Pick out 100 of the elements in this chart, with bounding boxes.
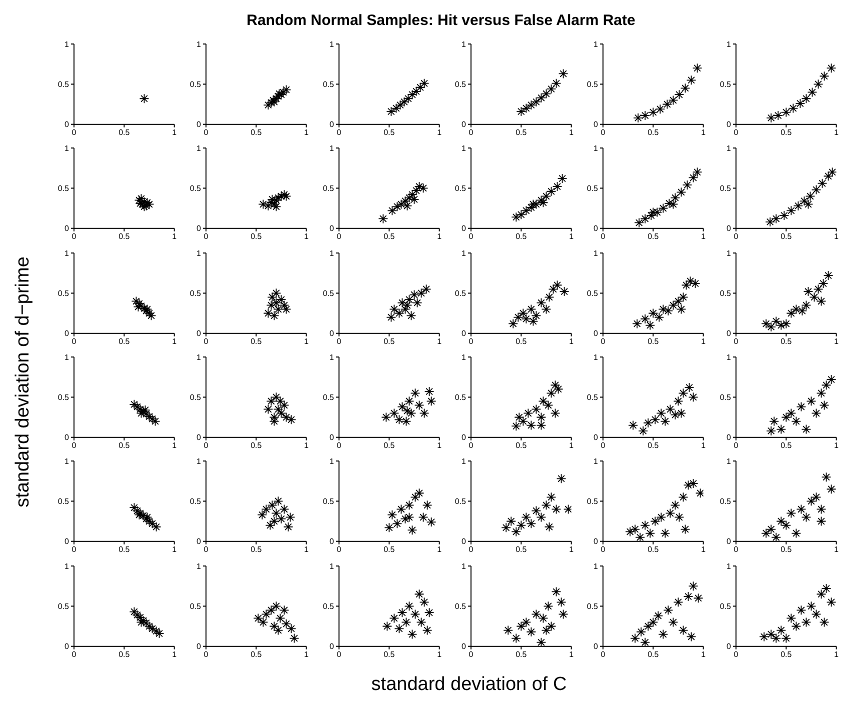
y-tick-label: 0: [329, 328, 334, 338]
y-tick-label: 1: [64, 561, 70, 570]
x-tick-label: 0: [601, 545, 606, 554]
y-tick-label: 0: [462, 224, 467, 234]
x-tick-label: 0: [468, 441, 474, 450]
x-tick-label: 1: [304, 232, 310, 242]
x-tick-label: 0.5: [383, 441, 395, 450]
y-tick-label: 0.5: [190, 602, 202, 611]
y-tick-label: 1: [329, 561, 334, 570]
x-tick-label: 1: [436, 232, 442, 242]
y-tick-label: 0: [462, 642, 467, 651]
x-tick-label: 0: [72, 232, 77, 242]
y-tick-label: 0.5: [587, 184, 599, 194]
y-tick-label: 1: [594, 248, 599, 258]
x-tick-label: 0.5: [780, 441, 792, 450]
x-tick-label: 0.5: [780, 232, 792, 242]
x-tick-label: 0.5: [118, 232, 130, 242]
x-tick-label: 1: [834, 232, 839, 242]
y-tick-label: 0.5: [454, 497, 467, 506]
y-tick-label: 0: [196, 537, 202, 546]
y-tick-label: 1: [462, 352, 467, 362]
y-tick-label: 0.5: [190, 393, 202, 402]
x-tick-label: 1: [172, 336, 178, 346]
x-tick-label: 0.5: [118, 650, 130, 659]
x-tick-label: 0: [733, 545, 738, 554]
x-tick-label: 0: [468, 545, 474, 554]
y-tick-label: 0.5: [190, 497, 202, 506]
x-tick-label: 0: [204, 650, 210, 659]
y-tick-label: 0: [726, 537, 732, 546]
x-tick-label: 1: [834, 545, 839, 554]
x-tick-label: 0.5: [383, 650, 395, 659]
x-tick-label: 0.5: [648, 336, 660, 346]
x-tick-label: 0: [601, 441, 606, 450]
x-tick-label: 1: [569, 441, 574, 450]
x-tick-label: 0: [468, 128, 474, 138]
x-tick-label: 1: [172, 441, 178, 450]
y-tick-label: 0.5: [322, 602, 334, 611]
y-tick-label: 1: [196, 144, 202, 154]
x-tick-label: 0.5: [516, 336, 528, 346]
y-tick-label: 1: [462, 561, 467, 570]
y-tick-label: 1: [726, 457, 732, 466]
x-tick-label: 0: [72, 650, 77, 659]
x-tick-label: 1: [172, 545, 178, 554]
x-tick-label: 0: [72, 545, 77, 554]
y-tick-label: 1: [196, 352, 202, 362]
y-tick-label: 0: [196, 328, 202, 338]
y-tick-label: 1: [64, 457, 70, 466]
x-tick-label: 0.5: [780, 650, 792, 659]
y-tick-label: 0.5: [454, 393, 467, 402]
y-tick-label: 1: [64, 248, 70, 258]
y-tick-label: 1: [329, 352, 334, 362]
x-tick-label: 0.5: [118, 545, 130, 554]
y-tick-label: 1: [462, 40, 467, 49]
x-tick-label: 0: [601, 650, 606, 659]
y-tick-label: 0: [594, 433, 599, 442]
y-tick-label: 1: [726, 561, 732, 570]
y-tick-label: 0.5: [322, 80, 334, 90]
chart-title: Random Normal Samples: Hit versus False Alarm Rate: [246, 12, 636, 29]
y-tick-label: 0: [64, 642, 70, 651]
y-tick-label: 0.5: [58, 184, 70, 194]
x-tick-label: 0: [601, 232, 606, 242]
y-tick-label: 0.5: [720, 80, 732, 90]
y-axis-title: standard deviation of d−prime: [12, 256, 34, 508]
x-tick-label: 0.5: [516, 650, 528, 659]
x-tick-label: 0.5: [516, 232, 528, 242]
y-tick-label: 1: [329, 144, 334, 154]
y-tick-label: 0: [726, 120, 732, 130]
x-tick-label: 0.5: [648, 232, 660, 242]
y-tick-label: 0: [594, 642, 599, 651]
x-tick-label: 1: [834, 441, 839, 450]
y-tick-label: 0.5: [587, 288, 599, 298]
x-tick-label: 0: [336, 128, 342, 138]
x-tick-label: 0: [733, 336, 738, 346]
y-tick-label: 0: [726, 642, 732, 651]
x-tick-label: 0.5: [516, 128, 528, 138]
x-tick-label: 0.5: [780, 336, 792, 346]
y-tick-label: 0.5: [58, 80, 70, 90]
y-tick-label: 0.5: [587, 602, 599, 611]
x-tick-label: 1: [834, 650, 839, 659]
x-tick-label: 0.5: [118, 441, 130, 450]
y-tick-label: 0: [329, 642, 334, 651]
x-tick-label: 0: [733, 128, 738, 138]
x-tick-label: 0.5: [648, 650, 660, 659]
x-tick-label: 0.5: [383, 545, 395, 554]
x-tick-label: 0.5: [250, 650, 263, 659]
y-tick-label: 0: [594, 224, 599, 234]
x-tick-label: 0: [204, 128, 210, 138]
y-tick-label: 1: [462, 457, 467, 466]
y-tick-label: 0.5: [720, 393, 732, 402]
y-tick-label: 0: [196, 120, 202, 130]
x-tick-label: 1: [834, 336, 839, 346]
y-tick-label: 0: [64, 224, 70, 234]
x-tick-label: 1: [304, 128, 310, 138]
x-tick-label: 1: [436, 650, 442, 659]
y-tick-label: 0.5: [58, 497, 70, 506]
y-tick-label: 0: [196, 642, 202, 651]
y-tick-label: 0.5: [720, 497, 732, 506]
x-tick-label: 0.5: [780, 545, 792, 554]
y-tick-label: 0: [594, 328, 599, 338]
x-tick-label: 0: [336, 650, 342, 659]
